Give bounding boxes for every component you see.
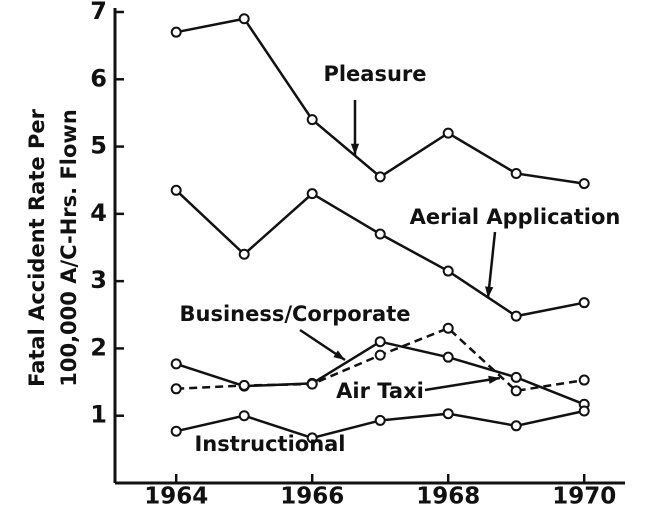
point <box>170 383 182 395</box>
series-label: Pleasure <box>323 62 426 86</box>
point <box>578 178 590 190</box>
series-label: Aerial Application <box>410 205 621 229</box>
point <box>510 167 522 179</box>
series-label: Air Taxi <box>336 379 424 403</box>
point <box>170 425 182 437</box>
point <box>170 358 182 370</box>
point <box>578 374 590 386</box>
point <box>306 114 318 126</box>
point <box>374 336 386 348</box>
point <box>374 171 386 183</box>
point <box>170 184 182 196</box>
point <box>374 414 386 426</box>
arrowhead <box>350 143 360 155</box>
series-label: Instructional <box>194 432 345 456</box>
point <box>442 408 454 420</box>
x-tick-label: 1970 <box>552 484 616 510</box>
point <box>510 371 522 383</box>
point <box>238 248 250 260</box>
y-tick-label: 1 <box>90 401 107 429</box>
point <box>442 322 454 334</box>
point <box>306 188 318 200</box>
point <box>442 351 454 363</box>
point <box>510 310 522 322</box>
y-tick-label: 2 <box>90 333 107 361</box>
point <box>306 378 318 390</box>
point <box>170 26 182 38</box>
y-tick-label: 7 <box>90 0 107 25</box>
point <box>374 349 386 361</box>
point <box>238 410 250 422</box>
point <box>510 385 522 397</box>
y-axis-label: Fatal Accident Rate Per <box>25 108 49 386</box>
point <box>442 127 454 139</box>
y-axis-label: 100,000 A/C-Hrs. Flown <box>57 109 81 387</box>
point <box>442 265 454 277</box>
arrowhead <box>485 286 494 298</box>
y-tick-label: 5 <box>90 132 107 160</box>
y-tick-label: 6 <box>90 64 107 92</box>
point <box>238 13 250 25</box>
x-tick-label: 1966 <box>280 484 344 510</box>
point <box>578 297 590 309</box>
point <box>510 420 522 432</box>
point <box>306 432 318 444</box>
series-line <box>175 17 585 185</box>
point <box>238 379 250 391</box>
pointer <box>424 376 501 392</box>
x-tick-label: 1964 <box>144 484 208 510</box>
arrowhead <box>333 350 345 360</box>
point <box>374 228 386 240</box>
point <box>578 405 590 417</box>
y-tick-label: 4 <box>90 199 107 227</box>
x-tick-label: 1968 <box>416 484 480 510</box>
y-tick-label: 3 <box>90 266 107 294</box>
arrowhead <box>488 375 500 384</box>
series-label: Business/Corporate <box>180 302 411 326</box>
